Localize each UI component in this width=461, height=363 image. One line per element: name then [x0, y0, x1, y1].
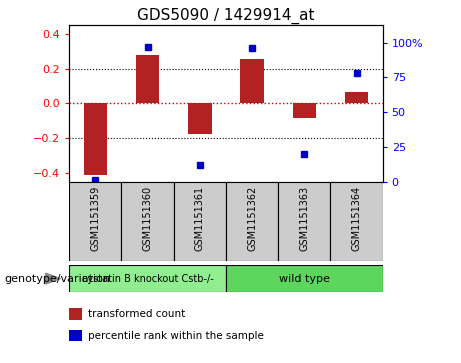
- Text: percentile rank within the sample: percentile rank within the sample: [88, 330, 264, 340]
- Bar: [174, 182, 226, 261]
- Text: genotype/variation: genotype/variation: [5, 274, 111, 284]
- Text: wild type: wild type: [279, 274, 330, 284]
- Bar: [69, 182, 121, 261]
- Text: cystatin B knockout Cstb-/-: cystatin B knockout Cstb-/-: [82, 274, 213, 284]
- Bar: [278, 182, 331, 261]
- Bar: [226, 265, 383, 292]
- Polygon shape: [46, 273, 60, 284]
- Bar: [292, 103, 316, 118]
- Text: GSM1151360: GSM1151360: [142, 185, 153, 250]
- Bar: [226, 182, 278, 261]
- Bar: [121, 182, 174, 261]
- Text: GSM1151364: GSM1151364: [351, 185, 361, 250]
- Text: GSM1151361: GSM1151361: [195, 185, 205, 250]
- Title: GDS5090 / 1429914_at: GDS5090 / 1429914_at: [137, 8, 315, 24]
- Text: GSM1151363: GSM1151363: [299, 185, 309, 250]
- Text: transformed count: transformed count: [88, 309, 185, 319]
- Bar: [331, 182, 383, 261]
- Bar: [345, 92, 368, 103]
- Bar: [83, 103, 107, 175]
- Bar: [136, 55, 159, 103]
- Text: GSM1151359: GSM1151359: [90, 185, 100, 251]
- Bar: [69, 308, 82, 320]
- Bar: [69, 330, 82, 341]
- Bar: [240, 59, 264, 103]
- Bar: [69, 265, 226, 292]
- Text: GSM1151362: GSM1151362: [247, 185, 257, 251]
- Bar: [188, 103, 212, 134]
